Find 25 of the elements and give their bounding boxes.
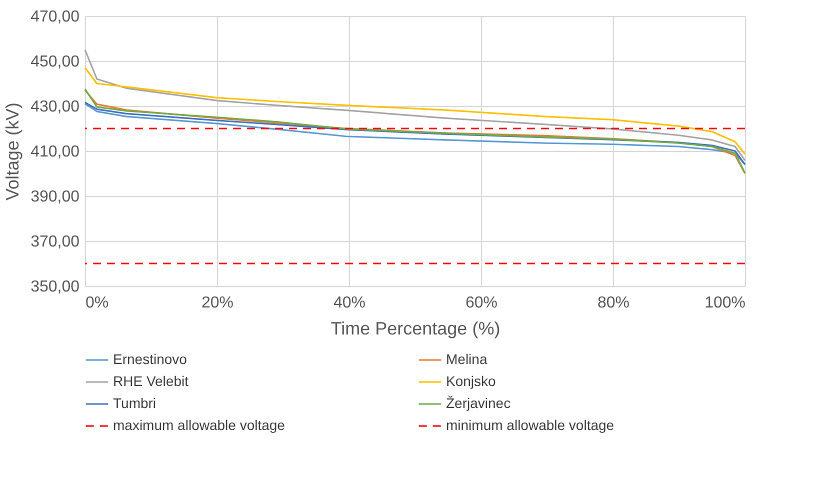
x-tick-label: 100% (704, 294, 746, 312)
legend-label: RHE Velebit (113, 373, 189, 389)
legend-label: Žerjavinec (446, 395, 511, 411)
legend-label: Melina (446, 351, 488, 367)
y-axis-title: Voltage (kV) (2, 102, 23, 201)
legend-label: Tumbri (113, 395, 156, 411)
y-tick-label: 450,00 (30, 54, 80, 70)
x-axis-title: Time Percentage (%) (330, 318, 500, 338)
y-tick-label: 470,00 (30, 8, 80, 26)
x-tick-label: 0% (86, 294, 109, 312)
line-series (84, 66, 746, 155)
x-tick-label: 40% (333, 294, 366, 312)
y-tick-label: 350,00 (30, 278, 80, 296)
y-tick-label: 390,00 (30, 188, 80, 206)
x-tick-label: 60% (465, 294, 498, 312)
legend-label: Ernestinovo (113, 351, 188, 367)
x-tick-label: 20% (201, 294, 234, 312)
legend-label: minimum allowable voltage (446, 417, 614, 433)
legend-label: maximum allowable voltage (113, 417, 286, 433)
y-tick-label: 370,00 (30, 234, 80, 250)
line-series (84, 48, 746, 162)
y-tick-label: 430,00 (30, 98, 80, 116)
x-tick-label: 80% (597, 294, 630, 312)
legend-label: Konjsko (446, 373, 496, 389)
y-tick-label: 410,00 (30, 144, 80, 160)
